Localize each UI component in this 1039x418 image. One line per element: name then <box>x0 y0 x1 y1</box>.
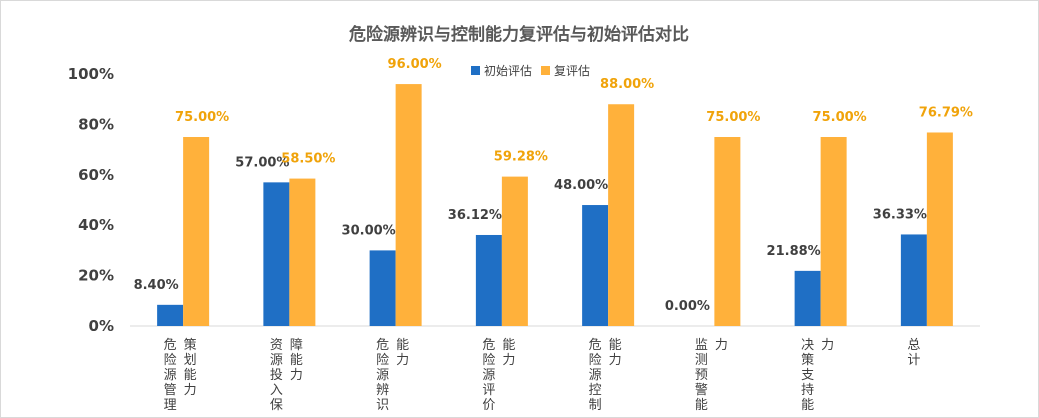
data-label-reassess: 96.00% <box>388 57 442 72</box>
data-label-reassess: 75.00% <box>813 110 867 125</box>
category-label: 策划能力 <box>184 337 197 398</box>
category-label: 障能力 <box>290 338 303 383</box>
data-label-initial: 0.00% <box>665 299 710 314</box>
category-label: 力 <box>715 338 728 353</box>
bar-initial <box>475 234 502 326</box>
category-label: 资源投入保 <box>270 338 283 413</box>
category-labels: 危险源管理策划能力资源投入保障能力危险源辨识能力危险源评价能力危险源控制能力监测… <box>164 337 921 413</box>
data-label-reassess: 59.28% <box>494 150 548 165</box>
category-label: 危险源管理 <box>164 338 177 413</box>
bar-initial <box>582 205 609 326</box>
data-label-reassess: 76.79% <box>919 105 973 120</box>
y-tick-label: 20% <box>78 267 114 285</box>
data-label-initial: 21.88% <box>767 244 821 259</box>
bar-reassess <box>501 176 528 326</box>
data-label-reassess: 75.00% <box>175 110 229 125</box>
data-label-initial: 48.00% <box>554 178 608 193</box>
y-tick-label: 40% <box>78 216 114 234</box>
data-label-reassess: 88.00% <box>600 77 654 92</box>
category-label: 决策支持能 <box>801 338 814 413</box>
bar-reassess <box>714 137 741 326</box>
bar-initial <box>794 270 821 326</box>
bar-reassess <box>926 132 953 326</box>
data-label-reassess: 58.50% <box>281 152 335 167</box>
bar-initial <box>157 304 184 326</box>
bar-initial <box>369 250 396 326</box>
category-label: 监测预警能 <box>695 338 708 413</box>
category-label: 危险源控制 <box>589 338 602 413</box>
legend-label-initial: 初始评估 <box>484 64 532 78</box>
category-label: 能力 <box>502 338 515 368</box>
legend-swatch-initial <box>471 66 480 75</box>
bar-reassess <box>608 104 635 327</box>
chart-title: 危险源辨识与控制能力复评估与初始评估对比 <box>348 24 689 45</box>
bars <box>157 84 953 327</box>
category-label: 总计 <box>907 338 920 368</box>
y-tick-label: 100% <box>68 65 114 83</box>
data-labels: 8.40% 75.00% 57.00%58.50% 30.00% 96.00% 36.12… <box>134 57 973 314</box>
data-label-initial: 8.40% <box>134 278 179 293</box>
data-label-initial: 30.00% <box>342 223 396 238</box>
data-label-reassess: 75.00% <box>706 110 760 125</box>
legend-swatch-reassess <box>541 66 550 75</box>
legend: 初始评估 复评估 <box>471 64 590 78</box>
bar-reassess <box>183 137 210 326</box>
bar-reassess <box>289 178 316 326</box>
bar-reassess <box>395 84 422 326</box>
data-label-initial: 36.33% <box>873 207 927 222</box>
category-label: 危险源评价 <box>482 338 495 413</box>
y-tick-label: 60% <box>78 166 114 184</box>
category-label: 能力 <box>396 338 409 368</box>
data-label-initial: 36.12% <box>448 208 502 223</box>
bar-initial <box>900 234 927 326</box>
legend-label-reassess: 复评估 <box>554 64 590 78</box>
category-label: 力 <box>821 338 834 353</box>
bar-initial <box>263 182 290 326</box>
y-tick-label: 80% <box>78 115 114 133</box>
y-tick-label: 0% <box>89 317 114 335</box>
data-label-initial: 57.00% <box>235 155 289 170</box>
bar-reassess <box>820 137 847 326</box>
y-axis: 0% 20% 40% 60% 80% 100% <box>68 65 114 335</box>
category-label: 能力 <box>609 338 622 368</box>
category-label: 危险源辨识 <box>376 338 389 413</box>
